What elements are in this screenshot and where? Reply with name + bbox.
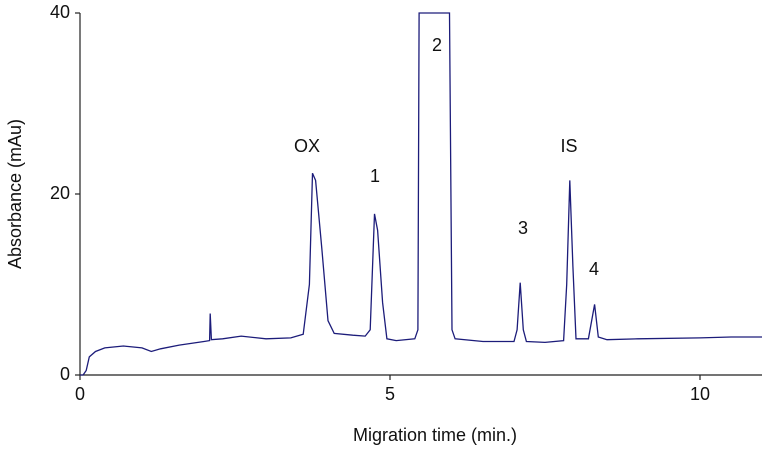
- y-tick-label: 20: [50, 183, 70, 203]
- trace: [80, 12, 762, 376]
- peak-label: OX: [294, 136, 320, 156]
- peak-label: 2: [432, 35, 442, 55]
- x-tick-label: 10: [690, 384, 710, 404]
- x-axis-label: Migration time (min.): [353, 425, 517, 445]
- peak-label: 1: [370, 166, 380, 186]
- x-tick-label: 0: [75, 384, 85, 404]
- peak-label: IS: [560, 136, 577, 156]
- y-tick-label: 0: [60, 364, 70, 384]
- y-axis-label: Absorbance (mAu): [5, 119, 25, 269]
- peak-label: 3: [518, 218, 528, 238]
- x-tick-label: 5: [385, 384, 395, 404]
- peak-label: 4: [589, 259, 599, 279]
- y-tick-label: 40: [50, 2, 70, 22]
